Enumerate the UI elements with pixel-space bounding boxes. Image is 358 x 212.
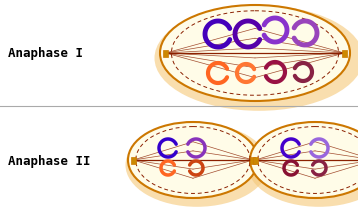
Ellipse shape (126, 123, 268, 207)
Bar (131, 156, 136, 163)
Ellipse shape (250, 122, 358, 198)
Ellipse shape (247, 123, 358, 207)
Bar (253, 156, 258, 163)
Text: Anaphase I: Anaphase I (8, 46, 83, 60)
Ellipse shape (128, 122, 258, 198)
Bar (342, 49, 347, 57)
Bar (250, 156, 255, 163)
Bar (163, 49, 168, 57)
Text: Anaphase II: Anaphase II (8, 155, 91, 169)
Ellipse shape (155, 5, 358, 111)
Ellipse shape (160, 5, 350, 101)
